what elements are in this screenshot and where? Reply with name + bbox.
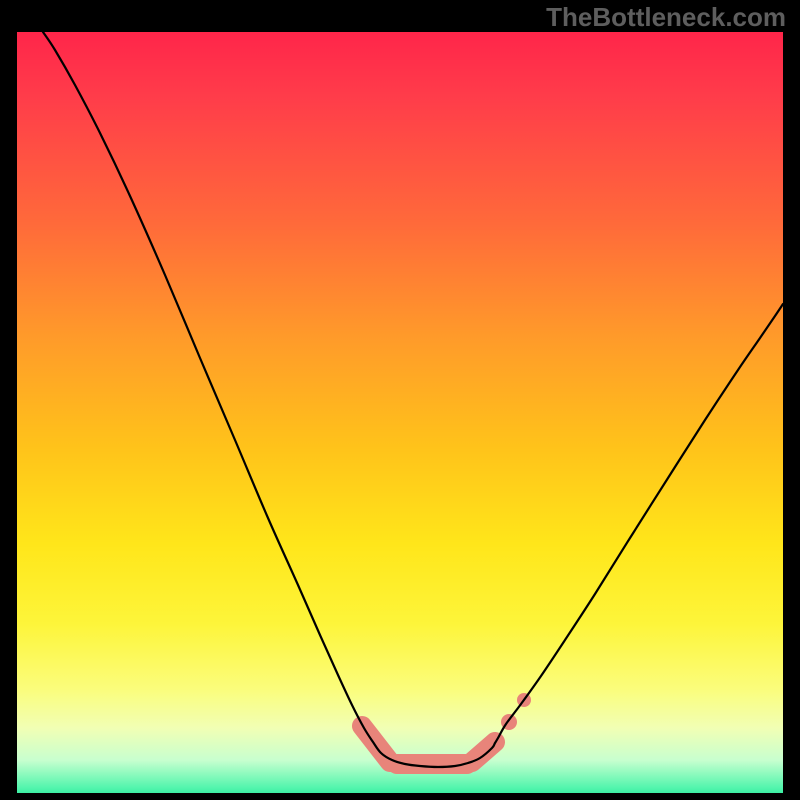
watermark-text: TheBottleneck.com bbox=[546, 2, 786, 33]
gradient-background bbox=[0, 0, 800, 800]
chart-container: TheBottleneck.com bbox=[0, 0, 800, 800]
